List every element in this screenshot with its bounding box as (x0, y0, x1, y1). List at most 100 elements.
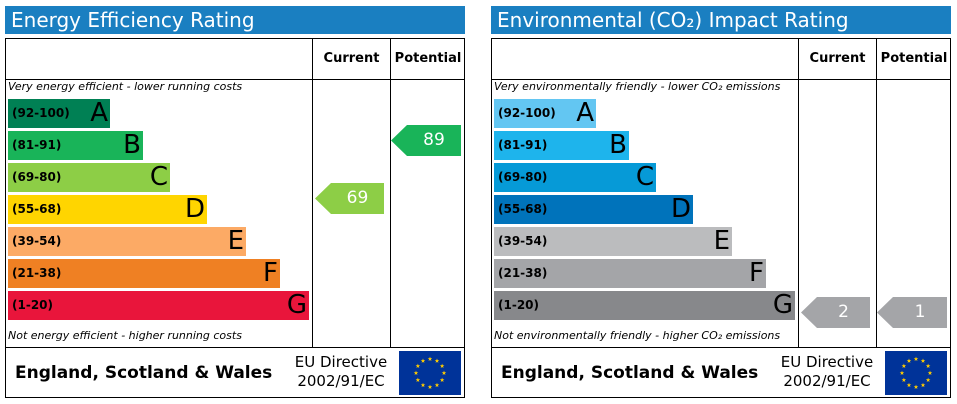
band-range: (69-80) (498, 170, 548, 184)
chart-frame (5, 38, 465, 398)
eu-star-icon (913, 356, 919, 361)
eu-star-icon (420, 358, 426, 363)
band-letter: C (149, 162, 168, 192)
band-letter: E (713, 226, 730, 256)
eu-star-icon (899, 370, 905, 375)
eu-star-icon (901, 377, 907, 382)
top-note: Very energy efficient - lower running co… (8, 80, 243, 93)
rating-arrow-shape (391, 124, 461, 156)
band-range: (81-91) (12, 138, 62, 152)
directive-line2: 2002/91/EC (783, 372, 871, 390)
rating-band-a: (92-100) A (8, 98, 110, 128)
potential-rating-arrow: 89 (391, 124, 461, 156)
eu-flag-icon (885, 351, 947, 395)
bottom-note: Not energy efficient - higher running co… (8, 329, 242, 342)
eu-star-icon (434, 358, 440, 363)
rating-arrow-value: 2 (838, 302, 849, 322)
eu-star-icon (413, 370, 419, 375)
eu-star-icon (927, 370, 933, 375)
rating-band-d: (55-68) D (494, 194, 693, 224)
panel-title: Energy Efficiency Rating (5, 6, 465, 34)
band-letter: D (184, 194, 205, 224)
header-divider (5, 79, 465, 80)
band-letter: F (263, 258, 278, 288)
band-range: (81-91) (498, 138, 548, 152)
rating-band-d: (55-68) D (8, 194, 207, 224)
potential-rating-arrow: 1 (877, 297, 947, 328)
footer-divider (5, 347, 465, 348)
panel-title: Environmental (CO₂) Impact Rating (491, 6, 951, 34)
band-letter: E (227, 226, 244, 256)
footer-region: England, Scotland & Wales (15, 363, 273, 383)
current-rating-arrow: 2 (801, 297, 870, 328)
top-note: Very environmentally friendly - lower CO… (494, 80, 781, 93)
eu-directive: EU Directive 2002/91/EC (285, 353, 397, 391)
eu-star-icon (439, 363, 445, 368)
band-letter: D (670, 194, 691, 224)
rating-arrow-value: 1 (914, 302, 926, 322)
footer-divider (491, 347, 951, 348)
band-letter: G (286, 290, 307, 320)
directive-line1: EU Directive (780, 353, 874, 371)
column-divider (312, 38, 313, 347)
band-range: (92-100) (498, 106, 556, 120)
rating-arrow-shape (801, 297, 870, 328)
eu-star-icon (920, 358, 926, 363)
rating-band-b: (81-91) B (8, 130, 143, 160)
band-letter: C (635, 162, 654, 192)
rating-band-f: (21-38) F (494, 258, 766, 288)
eu-star-icon (906, 358, 912, 363)
band-range: (21-38) (498, 266, 548, 280)
rating-arrow-value: 89 (423, 129, 445, 150)
rating-band-e: (39-54) E (8, 226, 246, 256)
band-range: (39-54) (12, 234, 62, 248)
band-letter: G (772, 290, 793, 320)
rating-band-g: (1-20) G (8, 290, 309, 320)
current-rating-arrow: 69 (315, 182, 384, 214)
column-divider (876, 38, 877, 347)
band-range: (55-68) (498, 202, 548, 216)
bottom-note: Not environmentally friendly - higher CO… (494, 329, 781, 342)
current-column-header: Current (809, 51, 866, 66)
rating-band-c: (69-80) C (494, 162, 656, 192)
band-range: (92-100) (12, 106, 70, 120)
potential-column-header: Potential (880, 51, 948, 66)
footer-region: England, Scotland & Wales (501, 363, 759, 383)
band-letter: B (609, 130, 627, 160)
chart-frame (491, 38, 951, 398)
band-range: (21-38) (12, 266, 62, 280)
current-column-header: Current (323, 51, 380, 66)
eu-star-icon (415, 377, 421, 382)
band-range: (1-20) (12, 298, 53, 312)
eu-star-icon (415, 363, 421, 368)
rating-band-e: (39-54) E (494, 226, 732, 256)
eu-star-icon (920, 382, 926, 388)
eu-star-icon (901, 363, 907, 368)
eu-star-icon (420, 382, 426, 388)
eu-star-icon (427, 356, 433, 361)
header-divider (491, 79, 951, 80)
column-divider (390, 38, 391, 347)
band-range: (1-20) (498, 298, 539, 312)
directive-line2: 2002/91/EC (297, 372, 385, 390)
band-letter: B (123, 130, 141, 160)
rating-band-c: (69-80) C (8, 162, 170, 192)
eu-star-icon (434, 382, 440, 388)
band-range: (39-54) (498, 234, 548, 248)
environmental-impact-panel: Environmental (CO₂) Impact Rating Curren… (491, 6, 951, 398)
band-range: (69-80) (12, 170, 62, 184)
column-divider (798, 38, 799, 347)
rating-arrow-shape (315, 182, 384, 214)
band-letter: A (90, 98, 108, 128)
eu-star-icon (906, 382, 912, 388)
directive-line1: EU Directive (294, 353, 388, 371)
band-range: (55-68) (12, 202, 62, 216)
rating-arrow-shape (877, 297, 947, 328)
eu-directive: EU Directive 2002/91/EC (771, 353, 883, 391)
band-letter: F (749, 258, 764, 288)
rating-arrow-value: 69 (346, 187, 369, 208)
eu-star-icon (925, 363, 931, 368)
rating-band-b: (81-91) B (494, 130, 629, 160)
rating-band-a: (92-100) A (494, 98, 596, 128)
eu-star-icon (441, 370, 447, 375)
